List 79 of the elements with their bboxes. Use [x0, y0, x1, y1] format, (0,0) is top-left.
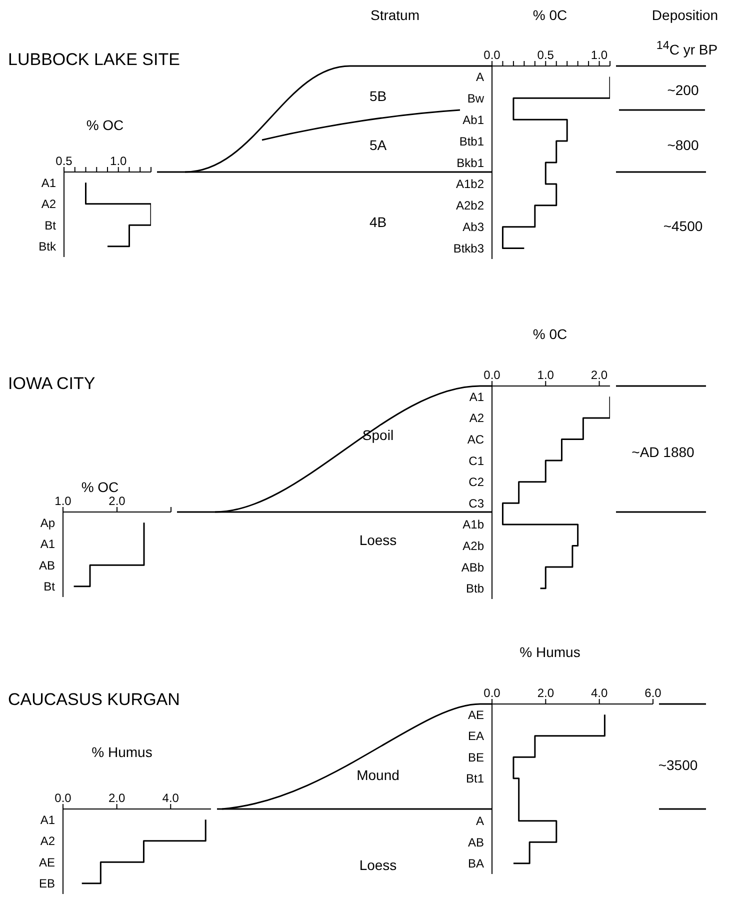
text: 5A: [368, 136, 388, 154]
y-tick-label: Btk: [38, 240, 57, 254]
y-tick-label: Bt: [44, 218, 57, 232]
y-tick-label: BE: [468, 750, 484, 764]
y-tick-label: ABb: [461, 560, 484, 574]
text: ~200: [666, 82, 700, 98]
y-tick-label: Btkb3: [453, 242, 484, 256]
x-tick-label: 1.0: [590, 48, 608, 62]
y-tick-label: A2b: [462, 539, 484, 554]
y-tick-label: A2: [40, 834, 56, 848]
chart-title: CAUCASUS KURGAN: [8, 690, 181, 710]
text: Loess: [358, 856, 398, 874]
y-tick-label: A1b2: [456, 177, 484, 192]
y-tick-label: A: [476, 814, 484, 828]
text: ~3500: [657, 756, 699, 774]
text: $^{14}$C yr BP: [655, 38, 719, 58]
x-tick-label: 0.0: [484, 686, 501, 700]
y-tick-label: AB: [38, 558, 55, 572]
x-axis-title: % OC: [80, 478, 120, 496]
x-tick-label: 1.0: [54, 494, 72, 508]
chart-title: IOWA CITY: [8, 374, 96, 394]
y-tick-label: BA: [468, 856, 484, 871]
x-tick-label: 6.0: [644, 686, 662, 700]
y-tick-label: C1: [468, 454, 484, 468]
y-tick-label: A2: [41, 197, 56, 212]
y-tick-label: A: [476, 70, 484, 84]
y-tick-label: Bt1: [466, 772, 484, 786]
x-tick-label: 4.0: [162, 791, 180, 805]
text: ~4500: [662, 218, 704, 234]
y-tick-label: A2: [469, 411, 484, 426]
x-axis-title: % OC: [85, 116, 125, 134]
x-tick-label: 0.0: [484, 48, 501, 62]
y-tick-label: A1: [469, 390, 484, 404]
text: 5B: [368, 88, 388, 104]
y-tick-label: EA: [468, 729, 484, 744]
x-tick-label: 2.0: [108, 494, 126, 508]
y-tick-label: AC: [467, 432, 484, 447]
y-tick-label: Btb1: [459, 134, 484, 148]
x-axis-title: % Humus: [90, 744, 154, 760]
x-tick-label: 0.5: [537, 48, 554, 62]
x-axis-title: % 0C: [532, 326, 568, 342]
y-tick-label: AE: [38, 855, 55, 870]
x-tick-label: 1.0: [110, 154, 128, 168]
x-tick-label: 1.0: [537, 368, 554, 382]
y-tick-label: AE: [468, 708, 484, 722]
y-tick-label: A2b2: [456, 198, 484, 213]
text: Loess: [358, 532, 398, 548]
x-tick-label: 0.5: [56, 154, 73, 168]
text: Stratum: [369, 6, 420, 24]
y-tick-label: A1: [41, 176, 56, 190]
y-tick-label: Ab3: [462, 220, 484, 234]
text: Mound: [356, 766, 400, 784]
text: Spoil: [361, 426, 395, 444]
x-axis-title: % Humus: [518, 644, 582, 660]
y-tick-label: Btb: [466, 582, 484, 596]
y-tick-label: C3: [468, 496, 484, 510]
text: ~800: [666, 136, 700, 154]
text: Deposition: [650, 6, 720, 24]
x-axis-title: % 0C: [532, 6, 568, 24]
y-tick-label: Ap: [40, 516, 56, 530]
x-tick-label: 4.0: [590, 686, 608, 700]
y-tick-label: A1b: [462, 518, 484, 532]
text: ~AD 1880: [630, 444, 696, 460]
y-tick-label: A1: [40, 537, 56, 552]
x-tick-label: 0.0: [54, 791, 72, 805]
y-tick-label: A1: [40, 812, 56, 827]
x-tick-label: 2.0: [590, 368, 608, 382]
y-tick-label: C2: [468, 475, 484, 490]
chart-title: LUBBOCK LAKE SITE: [8, 50, 181, 70]
y-tick-label: Bw: [467, 91, 484, 106]
y-tick-label: Bkb1: [456, 156, 484, 170]
y-tick-label: Ab1: [462, 112, 484, 127]
x-tick-label: 0.0: [484, 368, 501, 382]
x-tick-label: 2.0: [537, 686, 554, 700]
y-tick-label: EB: [38, 876, 55, 891]
y-tick-label: AB: [468, 835, 484, 850]
y-tick-label: Bt: [44, 580, 56, 594]
text: 4B: [368, 214, 388, 230]
x-tick-label: 2.0: [108, 791, 126, 805]
